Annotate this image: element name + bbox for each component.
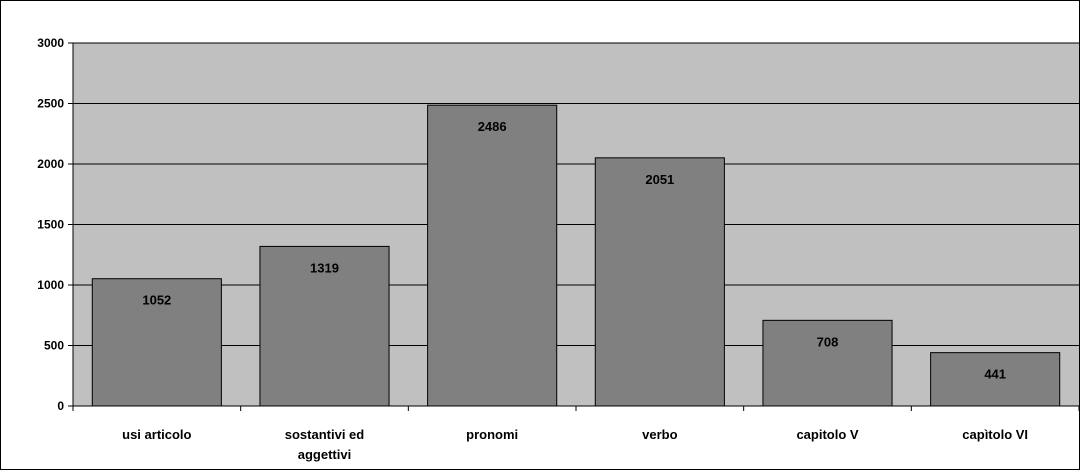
data-label: 1319 [310,260,339,275]
x-tick-label: capitolo V [796,427,858,442]
data-label: 2051 [645,172,674,187]
y-tick-label: 500 [44,339,64,353]
x-tick-label: verbo [642,427,677,442]
y-tick-label: 1000 [37,278,64,292]
data-label: 1052 [142,293,171,308]
bar [762,319,893,407]
y-tick-label: 1500 [37,218,64,232]
x-tick-label: pronomi [466,427,518,442]
y-tick-label: 3000 [37,36,64,50]
bar [427,104,558,407]
x-tick-label: sostantivi ed aggettivi [285,427,365,462]
x-tick-label: capìtolo VI [962,427,1028,442]
x-tick-label: usi articolo [122,427,191,442]
y-tick-label: 0 [57,399,64,413]
data-label: 2486 [478,119,507,134]
bar [594,157,725,407]
y-tick-label: 2000 [37,157,64,171]
data-label: 708 [817,334,839,349]
bar [91,278,222,407]
y-tick-label: 2500 [37,97,64,111]
data-label: 441 [984,367,1006,382]
